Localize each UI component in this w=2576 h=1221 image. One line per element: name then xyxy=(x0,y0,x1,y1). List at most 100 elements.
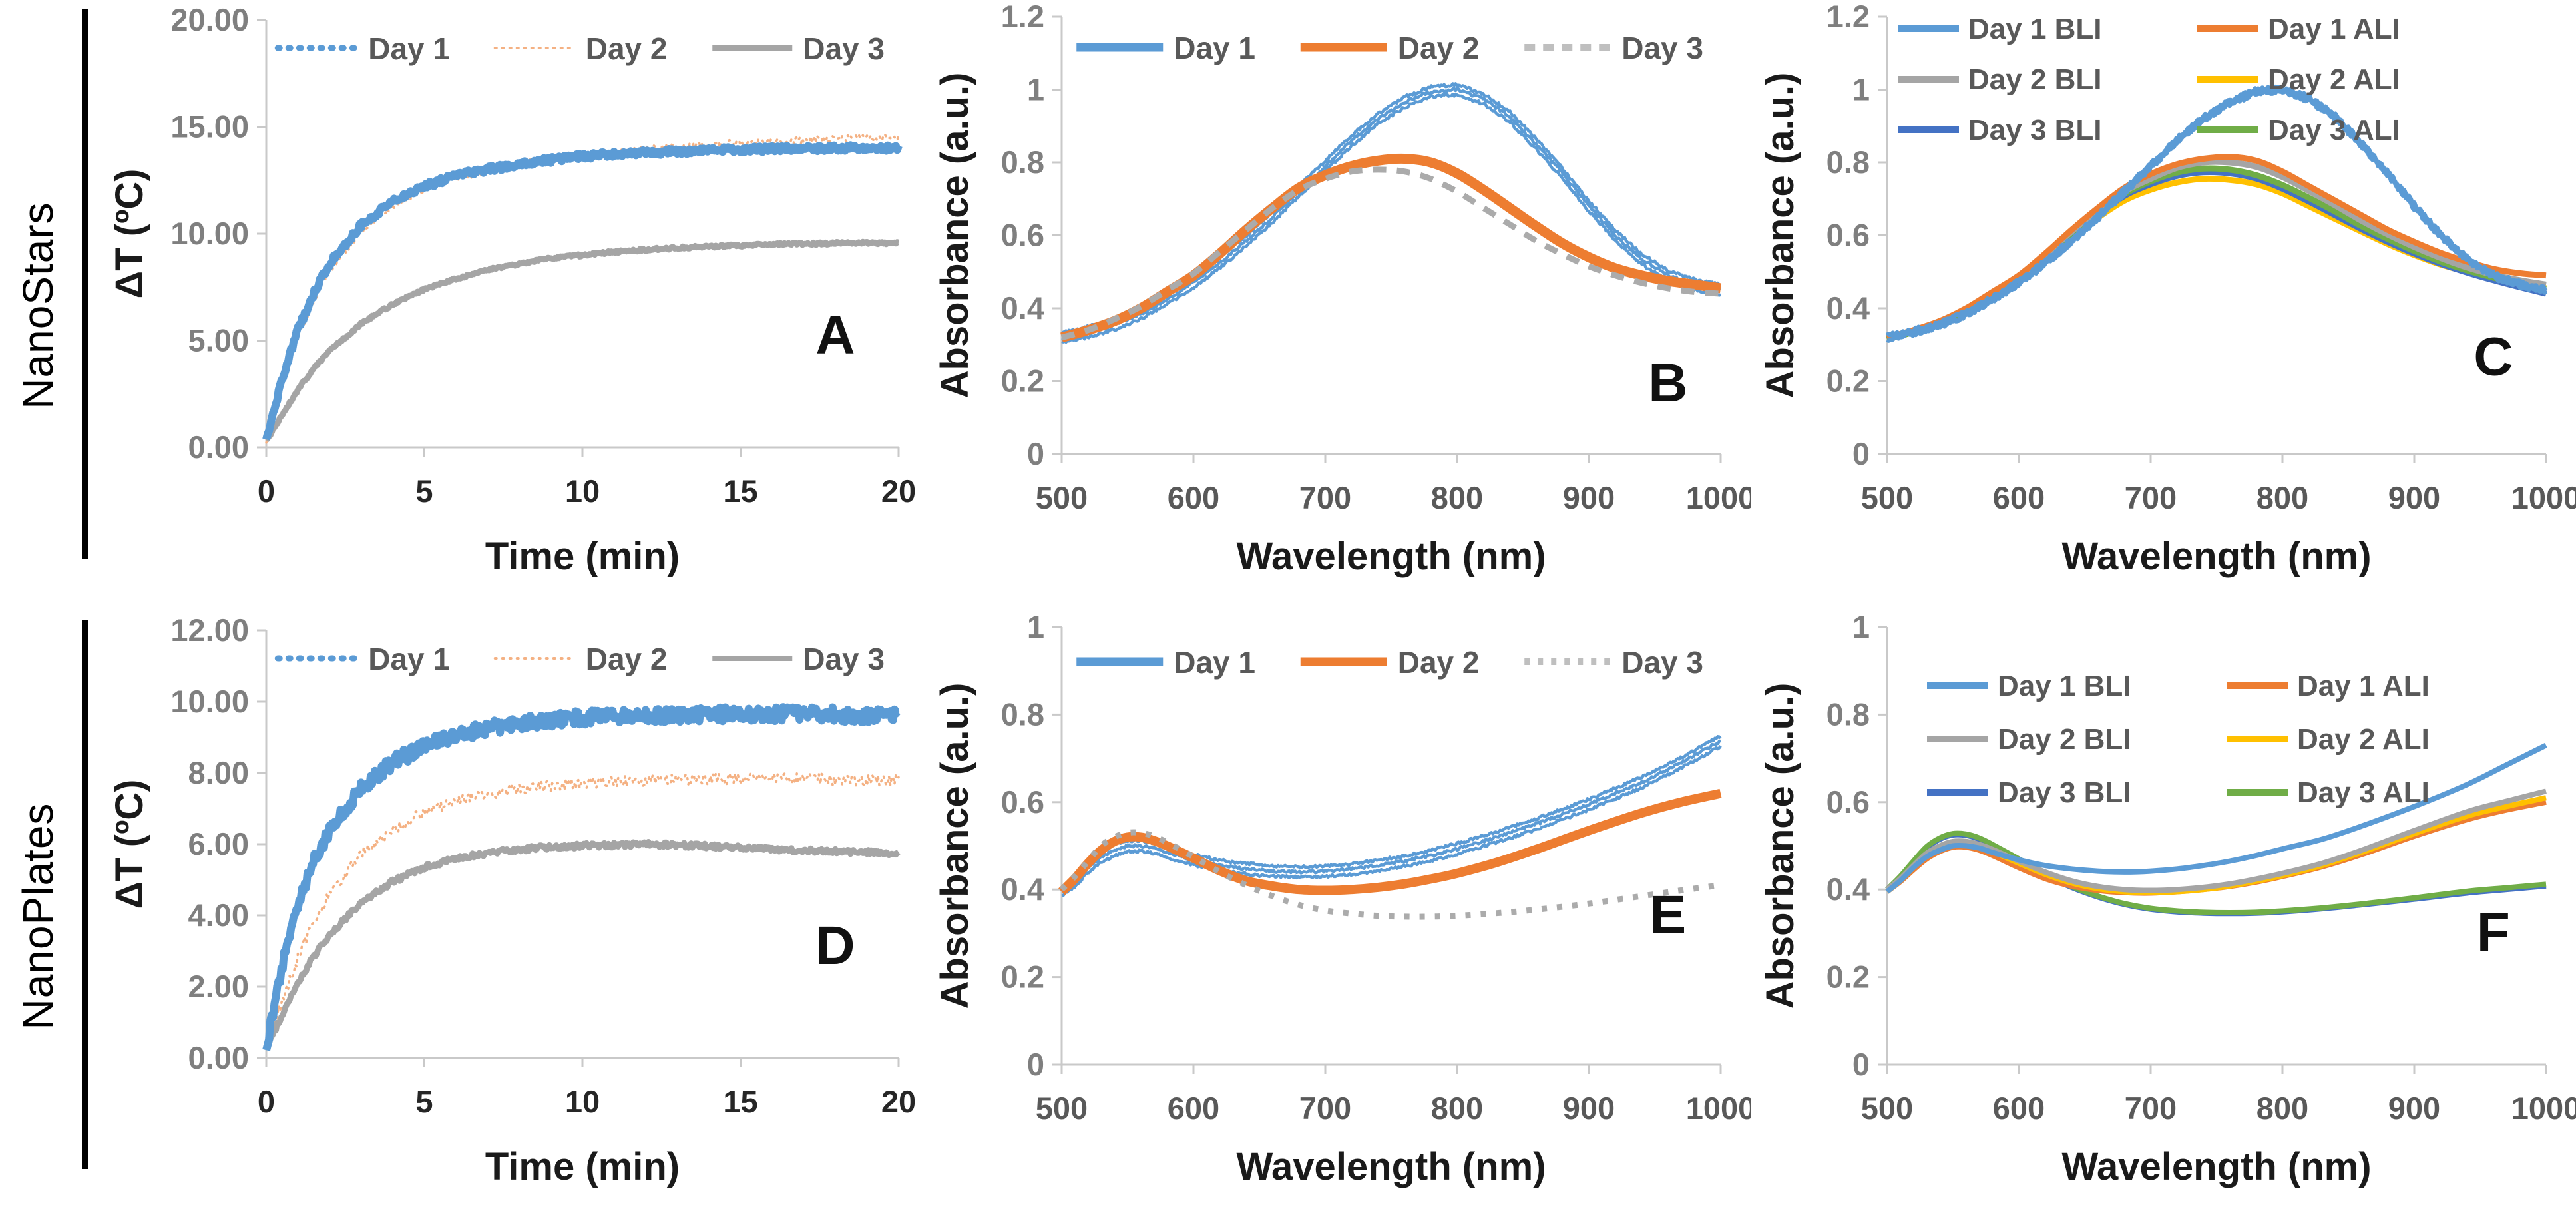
y-tick-label: 0.4 xyxy=(1001,871,1044,907)
x-tick-label: 800 xyxy=(2256,1091,2308,1126)
series-day-2 xyxy=(1060,153,1722,343)
y-axis-title: ΔT (ºC) xyxy=(108,169,151,299)
x-tick-label: 800 xyxy=(1431,1091,1483,1126)
panel-letter: A xyxy=(815,305,855,366)
chart-e: 500 600 700 800 900 1000 0 0.2 0.4 0.6 0.8 1 Wavelen… xyxy=(933,610,1751,1188)
y-tick-label: 0 xyxy=(1027,1047,1044,1082)
series-day-1-bli xyxy=(1885,84,2548,338)
legend-label: Day 3 xyxy=(803,31,885,66)
series-day-1-bli xyxy=(1885,742,2547,894)
series-day-1 xyxy=(1061,92,1721,344)
legend-label: Day 2 xyxy=(586,31,668,66)
legend-label: Day 3 xyxy=(1621,31,1703,65)
x-tick-label: 15 xyxy=(723,1084,757,1119)
x-tick-label: 20 xyxy=(881,1084,916,1119)
y-tick-label: 1 xyxy=(1027,610,1044,644)
legend-label: Day 2 ALI xyxy=(2268,63,2400,96)
x-tick-label: 500 xyxy=(1861,480,1913,515)
x-tick-label: 500 xyxy=(1036,1091,1088,1126)
series-day-1 xyxy=(262,703,901,1051)
y-tick-label: 1 xyxy=(1852,72,1870,107)
y-tick-label: 20.00 xyxy=(170,2,249,37)
x-tick-label: 700 xyxy=(1299,480,1351,515)
legend-label: Day 2 BLI xyxy=(1998,723,2131,756)
y-tick-label: 0 xyxy=(1852,436,1870,471)
panel-letter: F xyxy=(2477,902,2510,963)
legend-label: Day 1 ALI xyxy=(2297,670,2430,702)
series-day-1-bli xyxy=(1886,87,2548,343)
y-tick-label: 8.00 xyxy=(188,755,249,790)
legend-label: Day 3 BLI xyxy=(1968,114,2102,146)
legend-label: Day 3 ALI xyxy=(2297,776,2430,809)
legend-label: Day 2 xyxy=(586,642,668,676)
y-tick-label: 0.6 xyxy=(1001,218,1044,253)
x-tick-label: 600 xyxy=(1168,1091,1219,1126)
x-tick-label: 500 xyxy=(1861,1091,1913,1126)
series-day-3 xyxy=(264,839,901,1050)
row-label-nanoplates: NanoPlates xyxy=(0,610,100,1221)
legend-label: Day 1 xyxy=(368,642,450,676)
legend-label: Day 2 ALI xyxy=(2297,723,2430,756)
y-tick-label: 0.6 xyxy=(1826,784,1870,820)
legend-label: Day 1 BLI xyxy=(1968,13,2102,45)
row-label-nanostars: NanoStars xyxy=(0,0,100,610)
x-tick-label: 1000 xyxy=(2511,1091,2576,1126)
y-axis-title: Absorbance (a.u.) xyxy=(1759,683,1802,1009)
legend-label: Day 3 xyxy=(1621,645,1703,680)
y-axis-title: Absorbance (a.u.) xyxy=(1759,73,1802,399)
chart-f: 500 600 700 800 900 1000 0 0.2 0.4 0.6 0.8 1 Wavelen… xyxy=(1759,610,2576,1188)
x-tick-label: 10 xyxy=(565,473,600,509)
y-tick-label: 1 xyxy=(1027,72,1044,107)
x-tick-label: 700 xyxy=(1299,1091,1351,1126)
panel-a: 0 5 10 15 20 0.00 5.00 10.00 15.00 20.00 Time (min… xyxy=(100,0,925,610)
x-tick-label: 900 xyxy=(2388,480,2440,515)
x-tick-label: 10 xyxy=(565,1084,600,1119)
x-tick-label: 700 xyxy=(2125,480,2177,515)
x-axis-title: Wavelength (nm) xyxy=(1236,535,1546,578)
x-axis-title: Wavelength (nm) xyxy=(2061,535,2371,578)
panel-letter: B xyxy=(1648,353,1687,413)
panel-e: 500 600 700 800 900 1000 0 0.2 0.4 0.6 0.8 1 Wavelen… xyxy=(925,610,1751,1221)
series-day-2 xyxy=(1058,788,1722,895)
y-tick-label: 4.00 xyxy=(188,897,249,933)
y-tick-label: 0.2 xyxy=(1826,959,1870,995)
x-tick-label: 1000 xyxy=(2511,480,2576,515)
x-axis-title: Time (min) xyxy=(485,535,680,578)
y-tick-label: 0.2 xyxy=(1826,364,1870,399)
y-tick-label: 0 xyxy=(1027,436,1044,471)
legend-label: Day 1 ALI xyxy=(2268,13,2400,45)
legend-label: Day 2 xyxy=(1398,31,1480,65)
chart-b: 500 600 700 800 900 1000 0 0.2 0.4 0.6 0.8 1 1.2 Wave… xyxy=(933,0,1751,578)
x-tick-label: 500 xyxy=(1036,480,1088,515)
y-tick-label: 2.00 xyxy=(188,969,249,1004)
y-tick-label: 0.2 xyxy=(1001,959,1044,995)
y-tick-label: 0.00 xyxy=(188,429,249,465)
panel-b: 500 600 700 800 900 1000 0 0.2 0.4 0.6 0.8 1 1.2 Wave… xyxy=(925,0,1751,610)
x-tick-label: 0 xyxy=(258,473,275,509)
y-tick-label: 0.6 xyxy=(1826,218,1870,253)
y-tick-label: 0.6 xyxy=(1001,784,1044,820)
x-tick-label: 600 xyxy=(1993,1091,2045,1126)
x-tick-label: 900 xyxy=(2388,1091,2440,1126)
chart-c: 500 600 700 800 900 1000 0 0.2 0.4 0.6 0.8 1 1.2 Wave… xyxy=(1759,0,2576,578)
row-label-text: NanoStars xyxy=(14,201,62,409)
series-day-2-bli xyxy=(1885,788,2547,893)
legend-label: Day 3 BLI xyxy=(1998,776,2131,809)
y-tick-label: 0.00 xyxy=(188,1040,249,1075)
row-divider-bar xyxy=(82,619,88,1170)
y-tick-label: 6.00 xyxy=(188,826,249,861)
x-tick-label: 1000 xyxy=(1686,1091,1751,1126)
y-tick-label: 0 xyxy=(1852,1047,1870,1082)
y-tick-label: 12.00 xyxy=(170,612,249,648)
y-tick-label: 0.2 xyxy=(1001,364,1044,399)
panel-letter: C xyxy=(2473,327,2513,387)
panel-f: 500 600 700 800 900 1000 0 0.2 0.4 0.6 0.8 1 Wavelen… xyxy=(1751,610,2576,1221)
series-day-1 xyxy=(1060,739,1721,893)
y-tick-label: 15.00 xyxy=(170,109,249,144)
y-tick-label: 0.8 xyxy=(1001,144,1044,180)
panel-c: 500 600 700 800 900 1000 0 0.2 0.4 0.6 0.8 1 1.2 Wave… xyxy=(1751,0,2576,610)
y-tick-label: 0.8 xyxy=(1001,696,1044,732)
legend-label: Day 1 xyxy=(368,31,450,66)
panel-letter: E xyxy=(1649,885,1686,945)
